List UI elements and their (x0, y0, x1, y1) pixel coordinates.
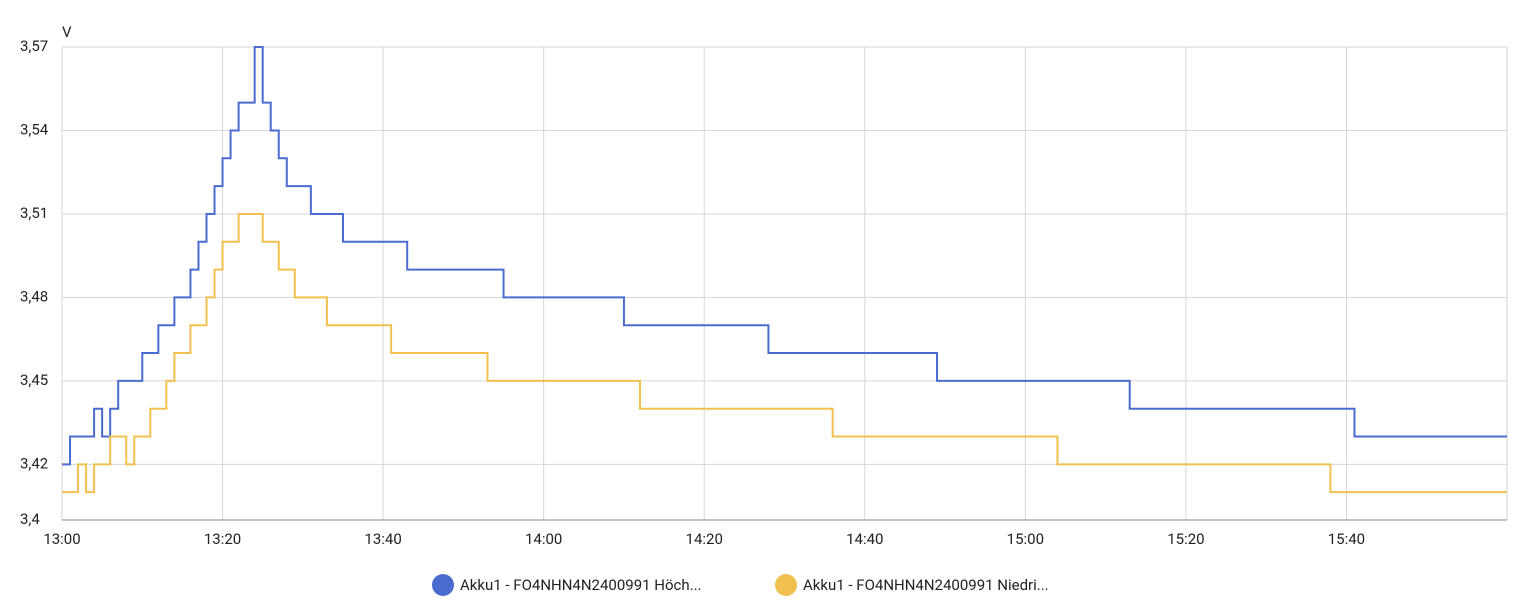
x-tick-label: 13:00 (43, 530, 80, 548)
x-tick-label: 14:00 (525, 530, 562, 548)
x-tick-label: 15:00 (1007, 530, 1044, 548)
series-line (62, 46, 1507, 466)
x-tick-label: 14:20 (686, 530, 723, 548)
y-tick-label: 3,51 (20, 204, 48, 222)
x-tick-label: 14:40 (846, 530, 883, 548)
x-tick-label: 13:40 (364, 530, 401, 548)
series-line (62, 212, 1507, 494)
x-tick-label: 15:20 (1167, 530, 1204, 548)
legend-label: Akku1 - FO4NHN4N2400991 Höch... (460, 576, 702, 594)
y-tick-label: 3,54 (20, 120, 49, 138)
x-tick-label: 15:40 (1328, 530, 1365, 548)
legend-marker (432, 574, 454, 596)
legend-label: Akku1 - FO4NHN4N2400991 Niedri... (803, 576, 1049, 594)
y-tick-label: 3,57 (20, 37, 48, 55)
x-tick-label: 13:20 (204, 530, 241, 548)
y-axis-label: V (62, 23, 72, 41)
legend-marker (775, 574, 797, 596)
y-tick-label: 3,42 (20, 454, 48, 472)
y-tick-label: 3,48 (20, 287, 48, 305)
y-tick-label: 3,45 (20, 371, 48, 389)
y-tick-label: 3,4 (20, 510, 40, 528)
